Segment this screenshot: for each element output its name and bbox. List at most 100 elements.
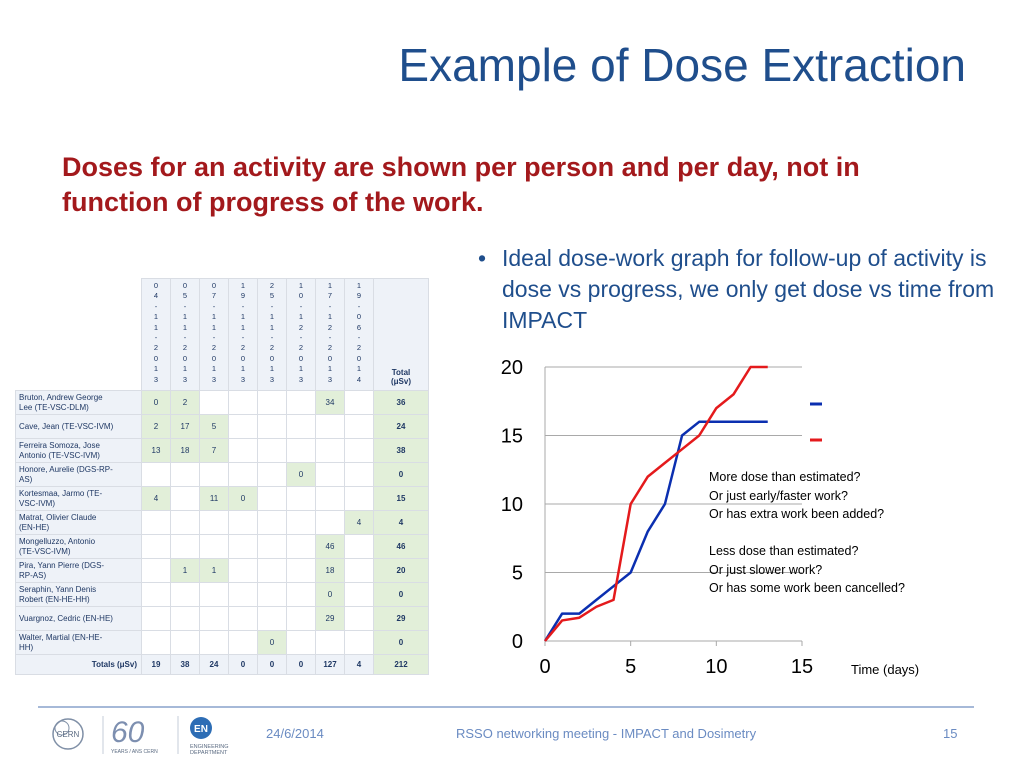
total-header-line: (μSv) — [390, 377, 411, 386]
person-name-line: Mongelluzzo, Antonio — [19, 536, 96, 546]
date-char: 2 — [153, 343, 159, 353]
person-name-line: HH) — [19, 642, 34, 652]
dose-cell — [257, 390, 287, 415]
dose-cell — [199, 510, 229, 535]
row-total: 46 — [373, 534, 429, 559]
person-name-line: Lee (TE-VSC-DLM) — [19, 402, 89, 412]
row-total: 0 — [373, 630, 429, 655]
row-total: 24 — [373, 414, 429, 439]
dose-cell: 2 — [170, 390, 200, 415]
table-row: Walter, Martial (EN-HE- HH) 0 0 — [15, 630, 429, 655]
dose-cell: 0 — [286, 462, 316, 487]
x-tick-label: 5 — [625, 656, 636, 678]
y-tick-label: 5 — [512, 563, 523, 585]
date-char: 0 — [327, 353, 333, 363]
dose-cell — [315, 414, 345, 439]
date-char: 5 — [182, 291, 188, 301]
sixty-years-logo: 60 YEARS / ANS CERN — [111, 716, 158, 755]
annotation-line: Or just slower work? — [709, 562, 823, 577]
person-name-line: Matrat, Olivier Claude — [19, 512, 97, 522]
x-axis-label: Time (days) — [851, 662, 920, 677]
x-tick-label: 10 — [705, 656, 727, 678]
footer-divider — [38, 706, 974, 708]
date-char: - — [241, 333, 245, 343]
date-char: 1 — [327, 281, 333, 290]
annotation-line: More dose than estimated? — [709, 470, 861, 484]
date-char: 2 — [269, 281, 275, 290]
dose-cell — [344, 534, 374, 559]
dose-cell — [344, 462, 374, 487]
dose-cell — [315, 462, 345, 487]
date-char: 0 — [182, 281, 188, 290]
date-char: 1 — [153, 322, 159, 332]
dose-cell — [170, 462, 200, 487]
date-char: - — [183, 333, 187, 343]
page-number: 15 — [943, 726, 958, 741]
date-char: 1 — [153, 364, 159, 374]
date-char: 0 — [356, 353, 362, 363]
date-char: - — [357, 301, 361, 311]
date-char: 0 — [211, 353, 217, 363]
date-char: 2 — [356, 343, 362, 353]
en-logo-caption: ENGINEERING — [190, 744, 229, 750]
date-char: - — [154, 333, 158, 343]
column-total: 127 — [315, 654, 345, 675]
series-est-dose — [543, 420, 768, 642]
dose-cell — [141, 558, 171, 583]
person-name: Mongelluzzo, Antonio (TE-VSC-IVM) — [15, 534, 142, 559]
dose-cell: 4 — [344, 510, 374, 535]
dose-cell — [228, 462, 258, 487]
dose-cell — [141, 534, 171, 559]
person-name-line: Robert (EN-HE-HH) — [19, 594, 90, 604]
totals-row: Totals (μSv) 19 38 24 0 0 0 127 4 212 — [15, 654, 429, 675]
table-row: Matrat, Olivier Claude (EN-HE) 4 4 — [15, 510, 429, 535]
annotation-line: Or has extra work been added? — [709, 507, 885, 521]
table-row: Honore, Aurelie (DGS-RP- AS) 0 0 — [15, 462, 429, 487]
dose-cell — [344, 414, 374, 439]
date-char: 2 — [211, 343, 217, 353]
date-char: 0 — [182, 353, 188, 363]
dose-cell — [257, 510, 287, 535]
table-row: Bruton, Andrew George Lee (TE-VSC-DLM) 0 2 3… — [15, 390, 429, 415]
annotation-line: Less dose than estimated? — [709, 544, 859, 558]
dose-cell — [344, 486, 374, 511]
y-tick-label: 10 — [501, 494, 523, 516]
dose-cell — [257, 582, 287, 607]
dose-cell — [257, 486, 287, 511]
row-total: 20 — [373, 558, 429, 583]
footer-logos: CERN 60 YEARS / ANS CERN EN ENGINEERING … — [52, 716, 229, 756]
date-char: - — [154, 301, 158, 311]
column-total: 4 — [344, 654, 374, 675]
date-char: 2 — [327, 343, 333, 353]
date-char: 0 — [153, 353, 159, 363]
dose-cell: 1 — [199, 558, 229, 583]
x-tick-label: 0 — [539, 656, 550, 678]
row-total: 36 — [373, 390, 429, 415]
dose-cell: 4 — [141, 486, 171, 511]
dose-cell — [344, 558, 374, 583]
person-name: Honore, Aurelie (DGS-RP- AS) — [15, 462, 142, 487]
date-char: - — [212, 301, 216, 311]
dose-cell — [344, 606, 374, 631]
column-total: 0 — [228, 654, 258, 675]
date-char: - — [299, 301, 303, 311]
date-char: 2 — [298, 343, 304, 353]
total-header: Total (μSv) — [373, 278, 429, 391]
row-total: 15 — [373, 486, 429, 511]
dose-cell — [286, 630, 316, 655]
dose-cell: 5 — [199, 414, 229, 439]
date-char: 3 — [327, 374, 333, 384]
person-name: Bruton, Andrew George Lee (TE-VSC-DLM) — [15, 390, 142, 415]
dose-cell — [199, 606, 229, 631]
dose-cell — [315, 510, 345, 535]
date-char: 0 — [153, 281, 159, 290]
row-total: 29 — [373, 606, 429, 631]
date-char: - — [183, 301, 187, 311]
person-name-line: RP-AS) — [19, 570, 47, 580]
date-char: 3 — [240, 374, 246, 384]
dose-cell — [199, 630, 229, 655]
